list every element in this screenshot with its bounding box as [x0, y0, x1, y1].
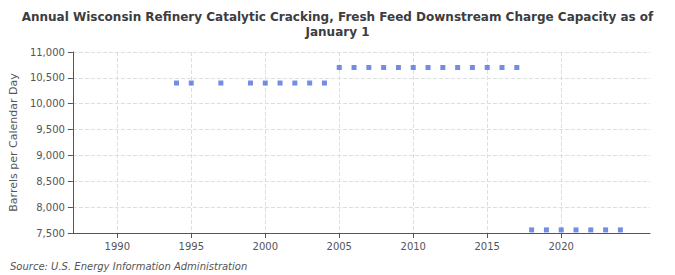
svg-text:2010: 2010	[401, 241, 426, 252]
svg-text:11,000: 11,000	[30, 47, 65, 58]
svg-text:8,000: 8,000	[36, 202, 65, 213]
svg-text:January 1: January 1	[304, 25, 369, 39]
svg-text:9,500: 9,500	[36, 124, 65, 135]
svg-text:2000: 2000	[253, 241, 278, 252]
svg-text:8,500: 8,500	[36, 176, 65, 187]
svg-text:Annual Wisconsin Refinery Cata: Annual Wisconsin Refinery Catalytic Crac…	[22, 10, 654, 24]
svg-text:1990: 1990	[105, 241, 130, 252]
svg-text:1995: 1995	[179, 241, 204, 252]
svg-text:Barrels per Calendar Day: Barrels per Calendar Day	[7, 73, 20, 212]
svg-text:9,000: 9,000	[36, 150, 65, 161]
svg-text:2020: 2020	[548, 241, 573, 252]
svg-text:10,000: 10,000	[30, 98, 65, 109]
svg-text:2005: 2005	[327, 241, 352, 252]
svg-text:7,500: 7,500	[36, 228, 65, 239]
svg-text:10,500: 10,500	[30, 72, 65, 83]
svg-text:2015: 2015	[474, 241, 499, 252]
svg-text:Source: U.S. Energy Informatio: Source: U.S. Energy Information Administ…	[10, 261, 247, 272]
